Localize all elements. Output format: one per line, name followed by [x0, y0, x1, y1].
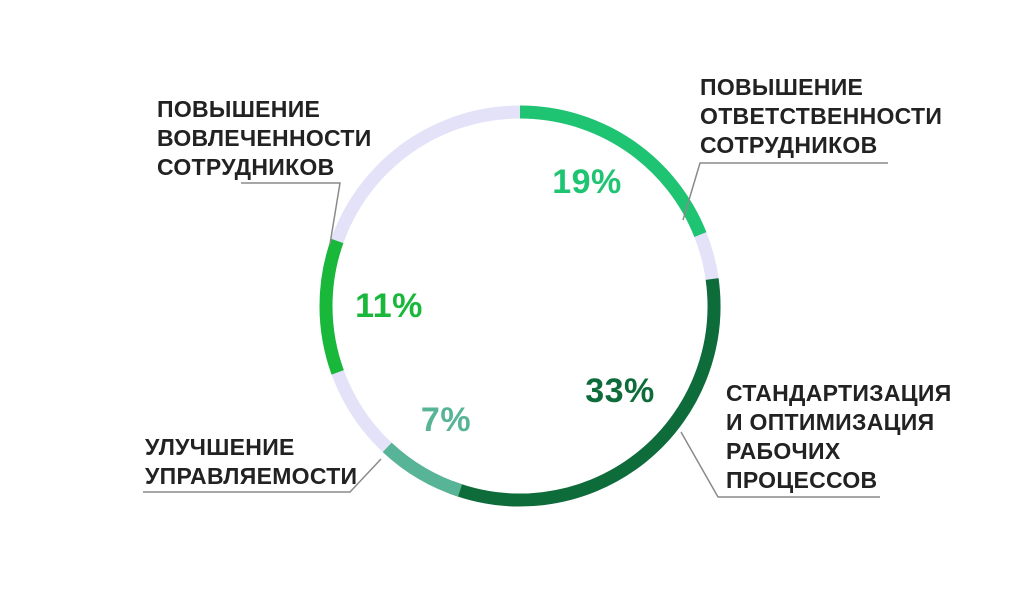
category-label-manageability: УЛУЧШЕНИЕ УПРАВЛЯЕМОСТИ [145, 434, 357, 489]
category-label-line: ВОВЛЕЧЕННОСТИ [157, 125, 372, 151]
leader-line-standardization [680, 431, 880, 498]
category-label-line: ПРОЦЕССОВ [726, 467, 877, 493]
leader-line-manageability [143, 458, 382, 493]
value-label-responsibility: 19% [552, 163, 622, 201]
leader-line-engagement [241, 182, 341, 245]
category-label-responsibility: ПОВЫШЕНИЕ ОТВЕТСТВЕННОСТИ СОТРУДНИКОВ [700, 74, 949, 158]
category-label-line: СОТРУДНИКОВ [157, 154, 335, 180]
category-label-line: ПОВЫШЕНИЕ [157, 96, 320, 122]
category-label-line: РАБОЧИХ [726, 438, 841, 464]
value-label-standardization: 33% [585, 372, 655, 410]
leader-line-responsibility [682, 162, 888, 221]
segment-arc-standardization [448, 278, 721, 507]
category-label-engagement: ПОВЫШЕНИЕ ВОВЛЕЧЕННОСТИ СОТРУДНИКОВ [157, 96, 378, 180]
value-label-engagement: 11% [355, 287, 423, 325]
category-label-line: ОТВЕТСТВЕННОСТИ [700, 103, 942, 129]
category-label-line: УПРАВЛЯЕМОСТИ [145, 463, 357, 489]
segment-arc-engagement [319, 238, 344, 375]
category-label-line: УЛУЧШЕНИЕ [145, 434, 295, 460]
category-label-standardization: СТАНДАРТИЗАЦИЯ И ОПТИМИЗАЦИЯ РАБОЧИХ ПРО… [726, 380, 958, 493]
category-label-line: СОТРУДНИКОВ [700, 132, 878, 158]
segment-arc-manageability [382, 442, 463, 497]
value-label-manageability: 7% [421, 401, 471, 439]
category-label-line: ПОВЫШЕНИЕ [700, 74, 863, 100]
category-label-line: И ОПТИМИЗАЦИЯ [726, 409, 934, 435]
category-label-line: СТАНДАРТИЗАЦИЯ [726, 380, 952, 406]
